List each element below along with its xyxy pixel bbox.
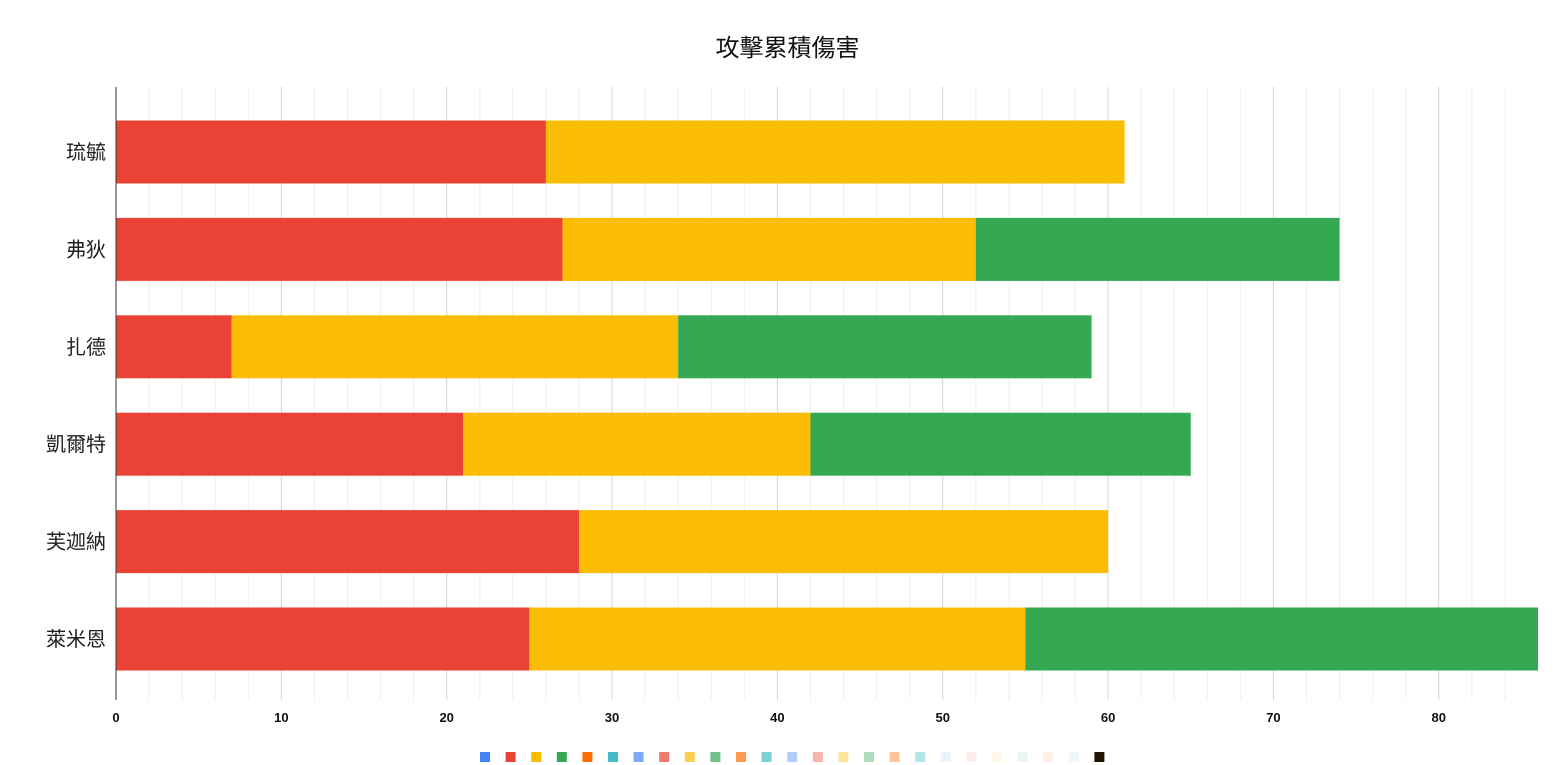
- legend-swatch[interactable]: [1017, 752, 1028, 762]
- legend-swatch[interactable]: [505, 752, 516, 762]
- legend-swatch[interactable]: [659, 752, 670, 762]
- legend-swatch[interactable]: [684, 752, 695, 762]
- legend-swatch[interactable]: [531, 752, 542, 762]
- legend-swatch[interactable]: [864, 752, 874, 762]
- legend-swatch[interactable]: [736, 752, 746, 762]
- x-tick-label: 10: [274, 710, 288, 725]
- bar-segment: [116, 217, 563, 281]
- legend-swatch[interactable]: [1094, 752, 1105, 762]
- bar-segment: [116, 607, 530, 671]
- legend-swatch[interactable]: [812, 752, 823, 762]
- legend-swatch[interactable]: [633, 752, 644, 762]
- legend-swatch[interactable]: [761, 752, 772, 762]
- category-label: 弗狄: [66, 237, 106, 261]
- legend-swatch[interactable]: [915, 752, 926, 762]
- bar-segment: [975, 217, 1340, 281]
- bar-segment: [562, 217, 976, 281]
- bar-segment: [678, 315, 1092, 379]
- legend-swatch[interactable]: [1068, 752, 1079, 762]
- chart-title: 攻擊累積傷害: [715, 34, 860, 62]
- category-label: 扎德: [66, 335, 106, 359]
- legend-swatch[interactable]: [838, 752, 849, 762]
- legend-swatch[interactable]: [889, 752, 900, 762]
- category-label: 萊米恩: [46, 627, 106, 651]
- x-tick-label: 20: [439, 710, 453, 725]
- x-tick-label: 50: [936, 710, 950, 725]
- legend-swatch[interactable]: [787, 752, 798, 762]
- legend-swatch[interactable]: [608, 752, 618, 762]
- x-tick-label: 60: [1101, 710, 1115, 725]
- category-label: 凱爾特: [46, 432, 106, 456]
- legend-swatch[interactable]: [480, 752, 490, 762]
- bar-segment: [578, 510, 1109, 574]
- bar-segment: [116, 510, 579, 574]
- bar-segment: [529, 607, 1026, 671]
- legend-swatch[interactable]: [1043, 752, 1054, 762]
- bar-segment: [116, 315, 232, 379]
- category-label: 芙迦納: [46, 530, 106, 554]
- bar-segment: [1025, 607, 1538, 671]
- bar-segment: [116, 412, 464, 476]
- legend-swatch[interactable]: [940, 752, 951, 762]
- bar-segment: [810, 412, 1191, 476]
- bar-segment: [463, 412, 811, 476]
- x-tick-label: 70: [1266, 710, 1280, 725]
- legend-swatch[interactable]: [992, 752, 1002, 762]
- legend-swatch[interactable]: [556, 752, 567, 762]
- legend-swatch[interactable]: [710, 752, 721, 762]
- legend-swatch[interactable]: [582, 752, 593, 762]
- legend-swatch[interactable]: [966, 752, 977, 762]
- bar-segment: [545, 120, 1125, 184]
- x-tick-label: 0: [112, 710, 119, 725]
- x-tick-label: 30: [605, 710, 619, 725]
- x-tick-label: 40: [770, 710, 784, 725]
- x-tick-label: 80: [1432, 710, 1446, 725]
- bar-segment: [231, 315, 679, 379]
- category-label: 琉毓: [66, 140, 106, 164]
- bar-segment: [116, 120, 546, 184]
